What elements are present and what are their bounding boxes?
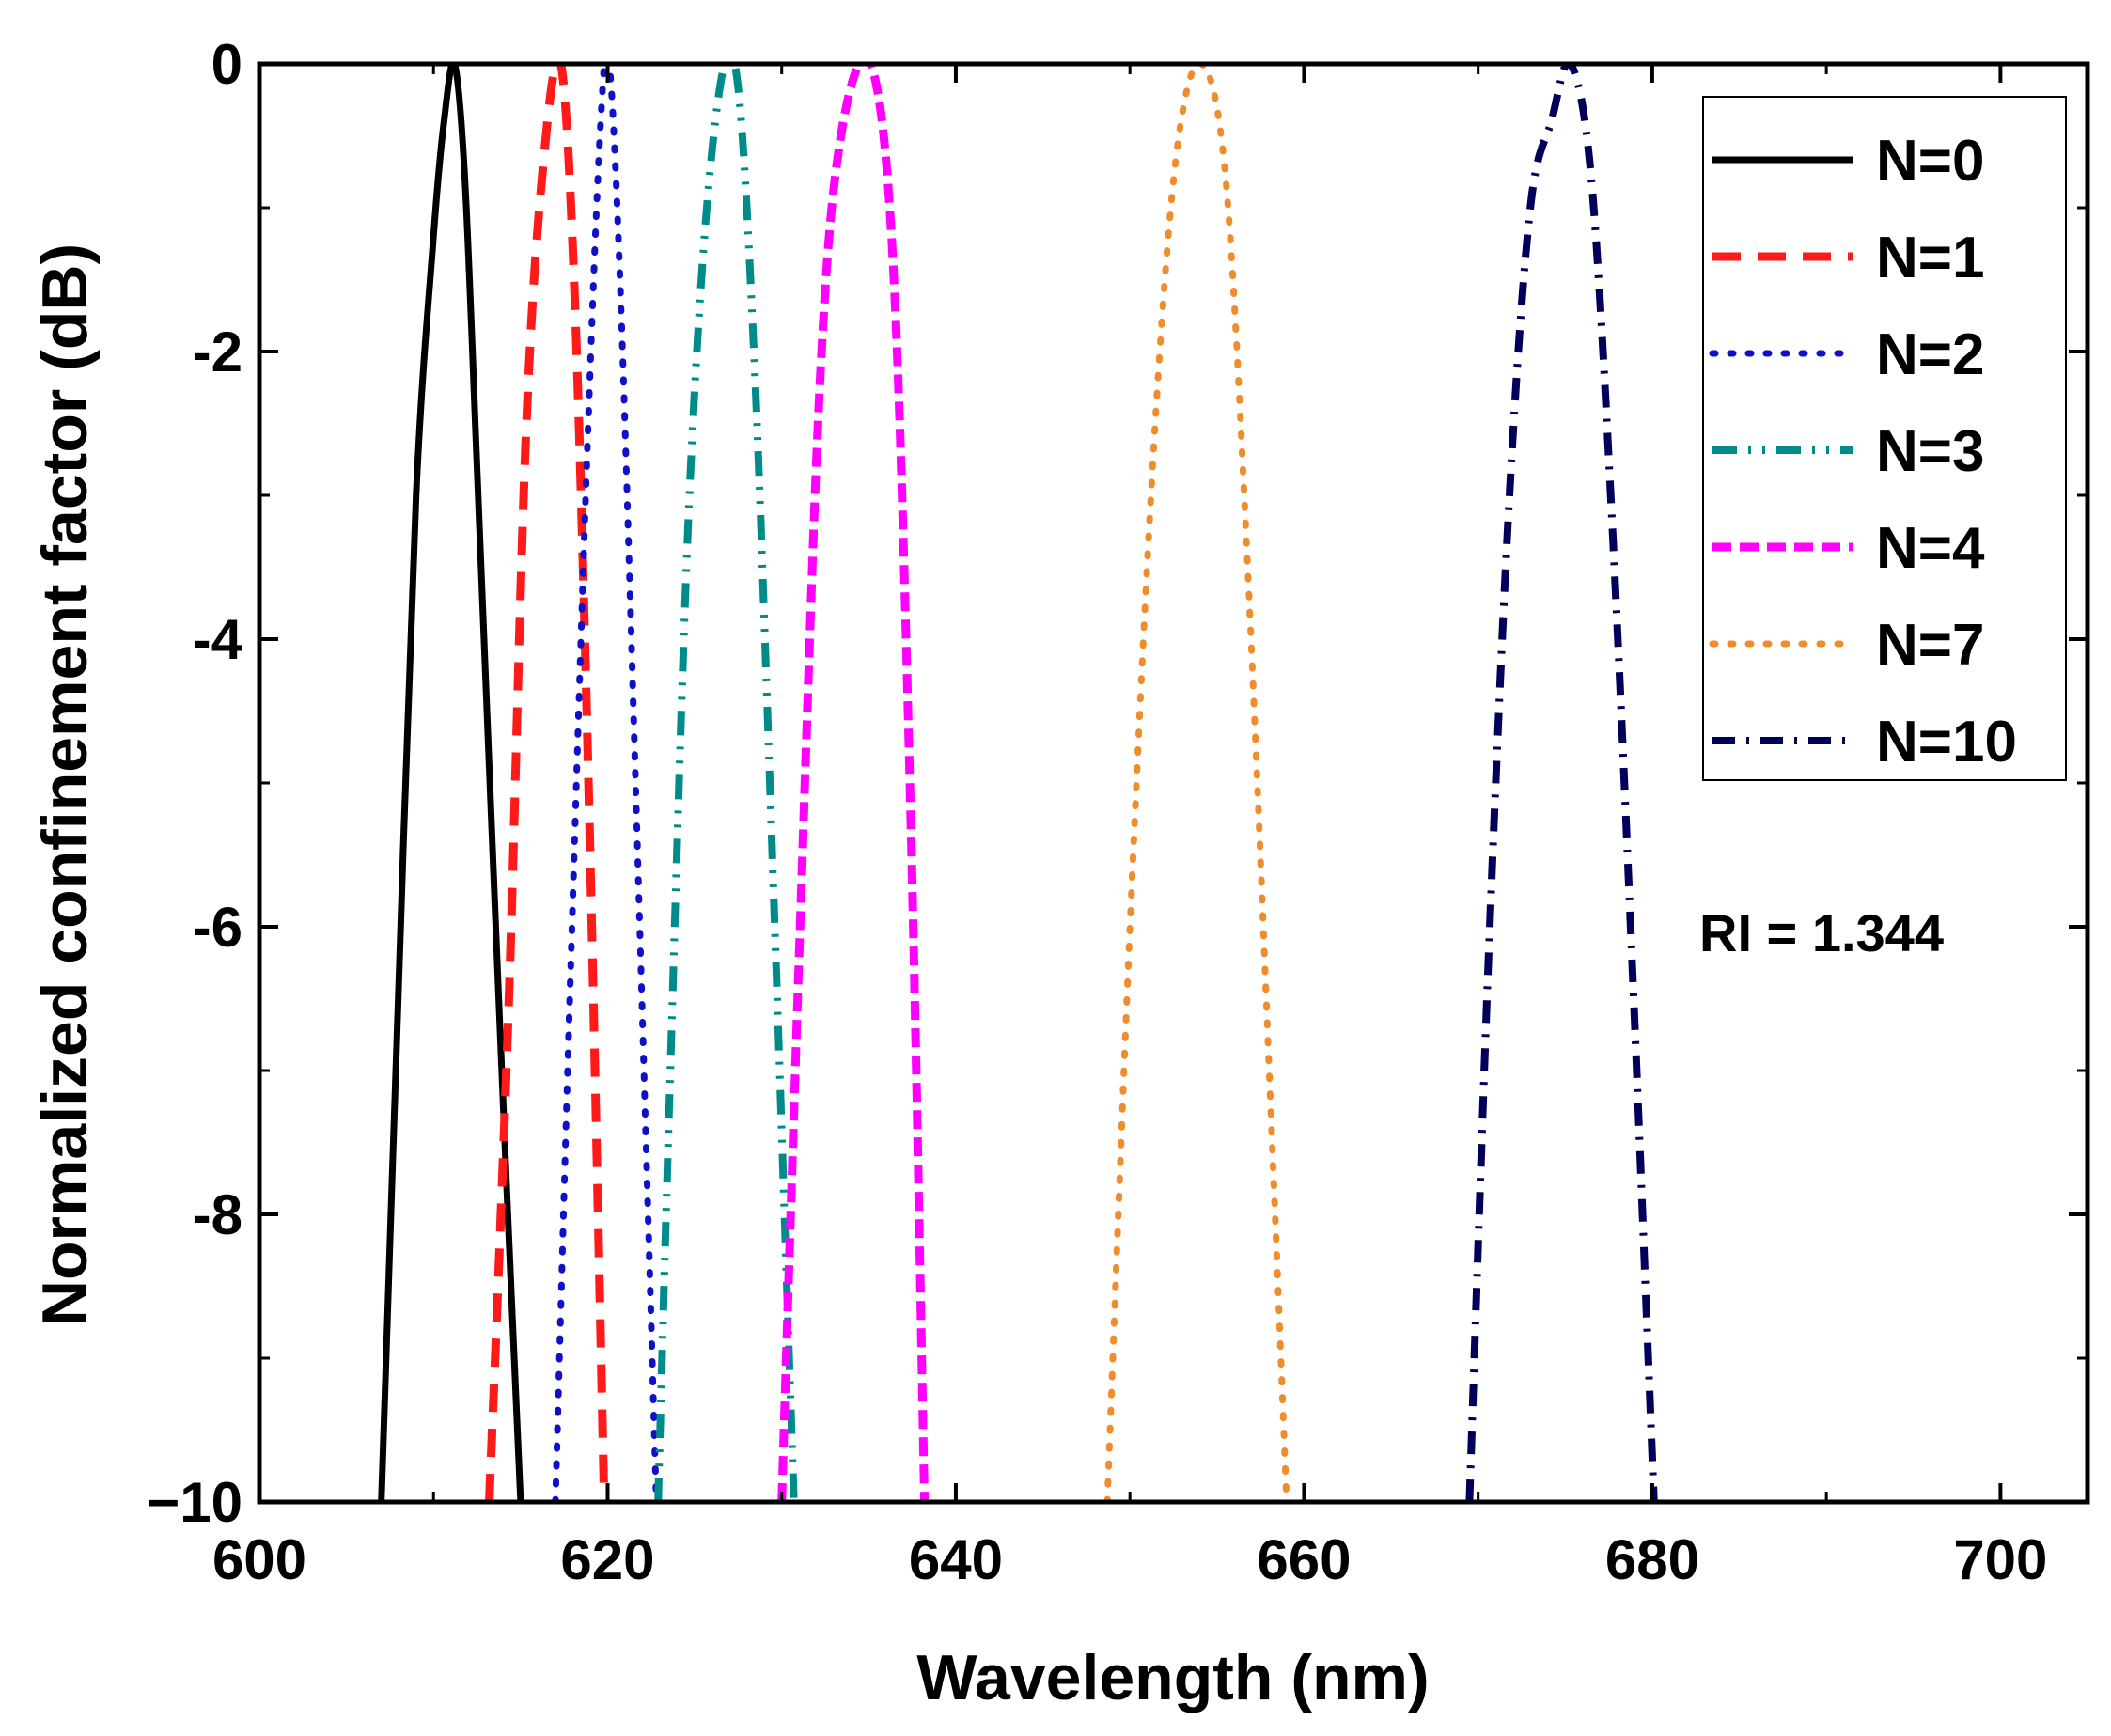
y-axis-title: Normalized confinement factor (dB)	[29, 243, 101, 1326]
series-line-n7	[1103, 64, 1290, 1502]
legend-label-n0: N=0	[1876, 129, 1984, 194]
legend-label-n1: N=1	[1876, 226, 1984, 290]
y-tick-label: -6	[193, 896, 242, 959]
series-line-n3	[654, 64, 798, 1502]
y-tick-label: -2	[193, 321, 242, 383]
x-tick-label: 660	[1257, 1528, 1351, 1591]
series-line-n10	[1465, 64, 1658, 1502]
axis-ticks	[258, 62, 2088, 1504]
legend-label-n3: N=3	[1876, 419, 1984, 484]
series-line-n1	[485, 64, 609, 1502]
series-line-n4	[777, 64, 930, 1502]
legend-label-n10: N=10	[1876, 710, 2017, 774]
axis-tick-labels: 600 620 640 660 680 700 0 -2 -4 -6 -8 −10	[147, 33, 2047, 1591]
x-tick-label: 680	[1605, 1528, 1699, 1591]
legend-label-n2: N=2	[1876, 322, 1984, 387]
series-line-n2	[552, 64, 660, 1502]
y-tick-label: -4	[193, 608, 243, 671]
series-lines	[378, 64, 1658, 1502]
y-tick-label: −10	[147, 1471, 242, 1534]
y-tick-label: -8	[193, 1183, 242, 1246]
x-axis-title: Wavelength (nm)	[916, 1642, 1429, 1713]
legend-box	[1702, 96, 2067, 781]
legend: N=0 N=1 N=2 N=3 N=4 N=7 N=10	[1702, 96, 2067, 781]
legend-label-n4: N=4	[1876, 516, 1985, 581]
x-tick-label: 700	[1953, 1528, 2047, 1591]
legend-label-n7: N=7	[1876, 613, 1984, 678]
x-tick-label: 600	[212, 1528, 306, 1591]
x-tick-label: 620	[560, 1528, 654, 1591]
ri-annotation: RI = 1.344	[1699, 903, 1944, 962]
x-tick-label: 640	[909, 1528, 1003, 1591]
y-tick-label: 0	[211, 33, 242, 96]
series-line-n0	[378, 64, 524, 1502]
